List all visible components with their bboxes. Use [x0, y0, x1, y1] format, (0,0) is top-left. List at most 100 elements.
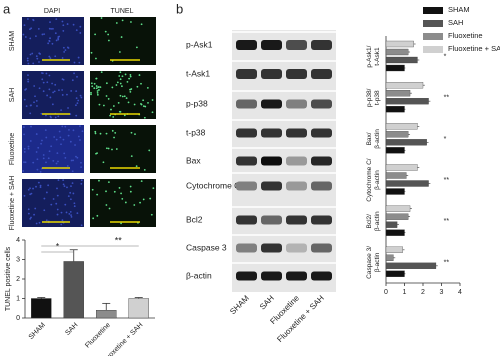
- bar: [385, 188, 405, 195]
- tunel-dot: [113, 190, 116, 193]
- nucleus: [57, 37, 60, 40]
- tunel-dot: [95, 77, 98, 80]
- blot-band: [236, 69, 257, 79]
- tunel-dot: [124, 201, 127, 204]
- nucleus: [27, 62, 30, 65]
- dapi-image: [22, 71, 84, 119]
- nucleus: [75, 104, 77, 107]
- nucleus: [26, 59, 29, 62]
- tunel-dot: [138, 74, 141, 76]
- nucleus: [29, 28, 31, 31]
- tunel-dot: [96, 91, 99, 94]
- tunel-dot: [119, 71, 122, 74]
- tunel-dot: [144, 105, 147, 108]
- tunel-dot: [118, 187, 121, 189]
- nucleus: [55, 39, 58, 42]
- nucleus: [50, 116, 52, 119]
- nucleus: [49, 37, 51, 40]
- nucleus: [39, 171, 42, 173]
- y-tick-label: 4: [16, 237, 20, 244]
- nucleus: [30, 192, 33, 195]
- column-header: TUNEL: [111, 8, 134, 15]
- tunel-dot: [91, 85, 94, 88]
- nucleus: [70, 214, 72, 217]
- blot-band: [286, 271, 307, 281]
- x-tick-label: SHAM: [28, 322, 47, 341]
- blot-band: [261, 181, 282, 191]
- nucleus: [50, 203, 53, 206]
- nucleus: [52, 27, 54, 30]
- nucleus: [80, 179, 83, 182]
- nucleus: [23, 133, 25, 136]
- nucleus: [70, 185, 72, 188]
- dapi-image: [22, 17, 84, 65]
- tunel-dot: [150, 213, 153, 216]
- nucleus: [27, 78, 30, 81]
- significance: *: [444, 53, 447, 60]
- lane-label: Fluoxetine + SAH: [275, 293, 326, 344]
- nucleus: [33, 101, 35, 104]
- tunel-image: [90, 125, 156, 173]
- row-label: Fluoxetine + SAH: [9, 176, 16, 231]
- tunel-dot: [105, 190, 107, 193]
- tunel-dot: [111, 129, 114, 132]
- nucleus: [32, 161, 35, 164]
- blot-band: [286, 215, 307, 225]
- nucleus: [25, 105, 28, 108]
- tunel-dot: [129, 75, 132, 78]
- nucleus: [64, 156, 67, 159]
- tunel-dot: [96, 193, 99, 196]
- tunel-dot: [96, 93, 99, 96]
- blot-band: [286, 181, 307, 191]
- nucleus: [51, 82, 53, 85]
- nucleus: [69, 140, 72, 143]
- bar: [96, 310, 117, 319]
- nucleus: [67, 107, 69, 109]
- bar: [385, 64, 405, 72]
- nucleus: [70, 215, 73, 218]
- nucleus: [62, 179, 65, 182]
- blot-band: [261, 128, 282, 138]
- category-label-line: β-actin: [374, 252, 381, 272]
- nucleus: [54, 32, 57, 35]
- tunel-dot: [107, 181, 110, 184]
- nucleus: [75, 155, 77, 158]
- nucleus: [35, 222, 38, 225]
- tunel-dot: [120, 36, 123, 38]
- nucleus: [57, 160, 59, 163]
- nucleus: [27, 208, 30, 211]
- blot-label: β-actin: [186, 270, 212, 280]
- tunel-dot: [102, 104, 105, 107]
- blot-label: t-Ask1: [186, 68, 210, 78]
- tunel-dot: [90, 51, 93, 54]
- nucleus: [42, 157, 45, 160]
- nucleus: [73, 61, 76, 64]
- nucleus: [78, 61, 81, 64]
- nucleus: [55, 18, 58, 21]
- tunel-dot: [119, 82, 122, 85]
- tunel-dot: [98, 179, 100, 182]
- nucleus: [36, 57, 39, 60]
- tunel-dot: [96, 214, 99, 217]
- nucleus: [80, 224, 83, 227]
- blot-band: [236, 128, 257, 138]
- nucleus: [57, 115, 60, 118]
- nucleus: [58, 35, 61, 38]
- significance: *: [56, 241, 60, 251]
- tunel-dot: [143, 116, 146, 119]
- bar: [128, 298, 149, 319]
- nucleus: [62, 30, 65, 32]
- nucleus: [62, 78, 65, 81]
- nucleus: [79, 139, 81, 141]
- nucleus: [61, 125, 64, 128]
- tunel-dot: [140, 82, 142, 85]
- nucleus: [75, 29, 78, 32]
- nucleus: [46, 94, 49, 97]
- nucleus: [79, 94, 82, 97]
- lane-label: SHAM: [228, 293, 251, 316]
- significance: *: [444, 136, 447, 143]
- tunel-dot: [129, 190, 132, 193]
- tunel-dot: [117, 101, 120, 104]
- nucleus: [49, 21, 51, 24]
- nucleus: [55, 162, 58, 165]
